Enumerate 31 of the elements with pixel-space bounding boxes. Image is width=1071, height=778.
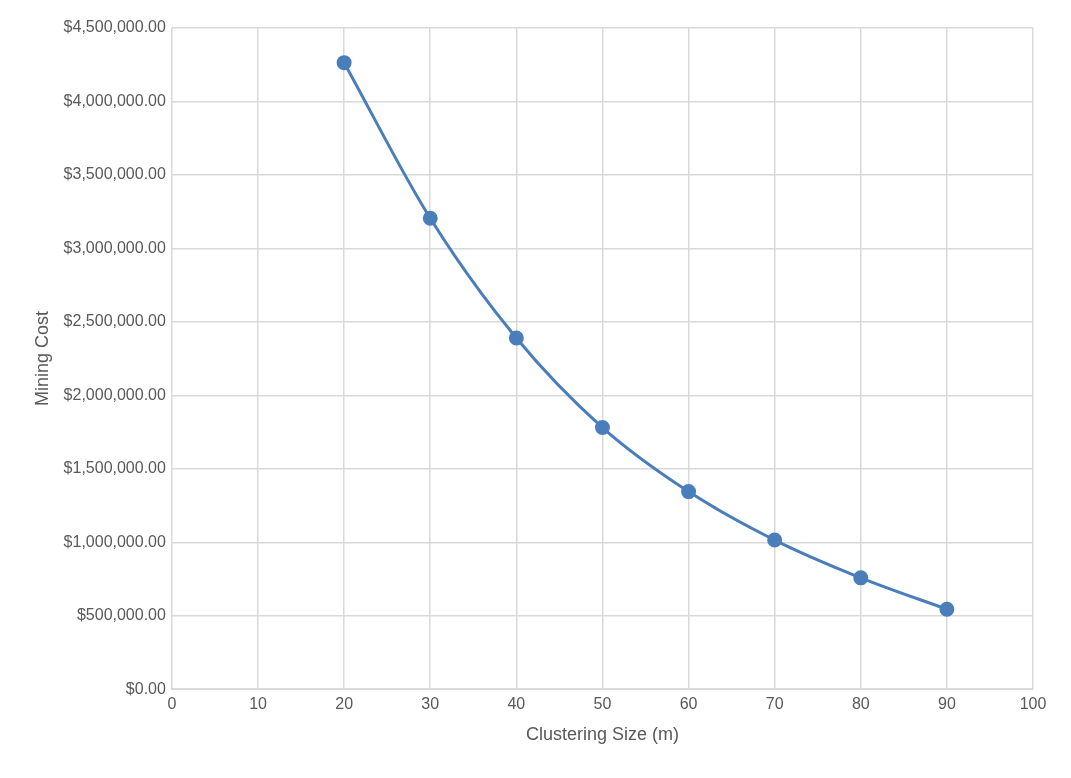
y-axis-title: Mining Cost xyxy=(31,311,52,407)
point xyxy=(939,601,955,617)
x-tick-label: 0 xyxy=(167,695,177,713)
point xyxy=(767,532,783,548)
y-tick-label: $1,000,000.00 xyxy=(63,532,167,550)
x-tick-label: 90 xyxy=(937,695,956,713)
x-tick-label: 30 xyxy=(421,695,440,713)
y-tick-label: $0.00 xyxy=(125,679,167,697)
point xyxy=(853,570,869,586)
x-tick-label: 10 xyxy=(249,695,268,713)
y-tick-label: $3,500,000.00 xyxy=(63,165,167,183)
point xyxy=(508,330,524,346)
point xyxy=(681,484,697,500)
x-tick-label: 100 xyxy=(1019,695,1047,713)
x-axis-title: Clustering Size (m) xyxy=(525,724,679,745)
x-tick-label: 50 xyxy=(593,695,612,713)
y-tick-label: $4,500,000.00 xyxy=(63,18,167,36)
y-tick-label: $4,000,000.00 xyxy=(63,91,167,109)
x-tick-label: 70 xyxy=(765,695,784,713)
point xyxy=(336,55,352,71)
x-tick-label: 80 xyxy=(851,695,870,713)
y-tick-label: $3,000,000.00 xyxy=(63,238,167,256)
y-tick-label: $1,500,000.00 xyxy=(63,459,167,477)
x-tick-label: 40 xyxy=(507,695,526,713)
y-tick-label: $2,000,000.00 xyxy=(63,385,167,403)
point xyxy=(422,210,438,226)
point xyxy=(594,420,610,436)
y-tick-label: $2,500,000.00 xyxy=(63,312,167,330)
x-tick-label: 20 xyxy=(335,695,354,713)
x-tick-label: 60 xyxy=(679,695,698,713)
y-tick-label: $500,000.00 xyxy=(76,606,167,624)
